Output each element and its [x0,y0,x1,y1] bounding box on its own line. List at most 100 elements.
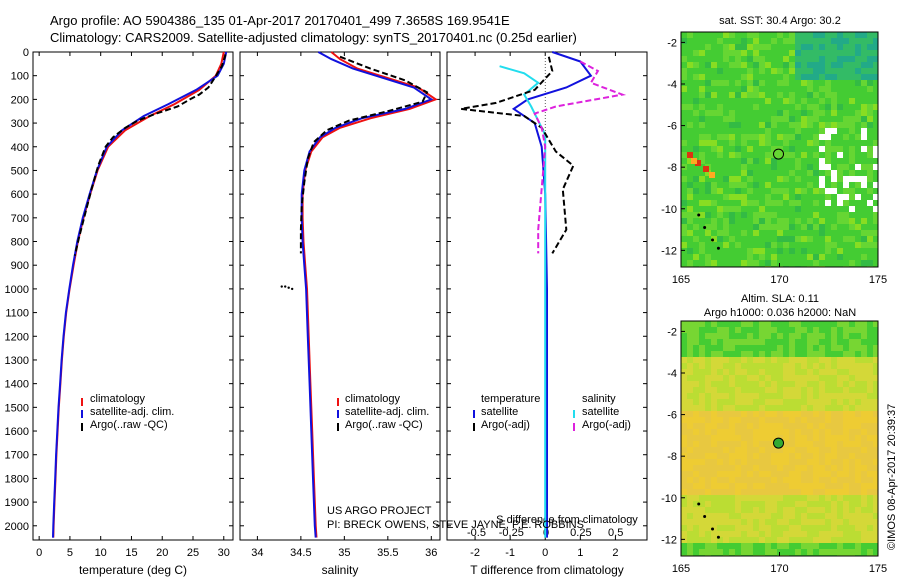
map-cell [687,435,693,441]
map-cell [699,152,705,158]
map-cell [747,495,753,501]
map-cell [789,543,795,549]
map-cell [717,489,723,495]
map-cell [825,381,831,387]
map-cell [843,194,849,200]
map-cell [681,98,687,104]
map-cell [873,32,878,38]
map-cell [813,471,819,477]
map-cell [747,236,753,242]
map-cell [783,549,789,555]
map-cell [789,447,795,453]
map-cell [873,218,878,224]
map-cell [717,50,723,56]
argo-location-marker [773,148,785,160]
map-cell [777,218,783,224]
map-cell [807,339,813,345]
map-cell [813,501,819,507]
sst-map: 165 170 175-2-4-6-8-10-12 [661,31,887,286]
map-cell [789,68,795,74]
island [716,246,720,250]
map-cell [723,158,729,164]
map-cell [771,363,777,369]
map-cell [729,194,735,200]
map-cell [735,495,741,501]
map-cell [861,116,867,122]
map-cell [831,357,837,363]
map-cell [813,477,819,483]
map-cell [825,537,831,543]
map-cell [849,327,855,333]
map-cell [687,98,693,104]
map-cell [819,248,825,254]
map-cell [813,62,819,68]
map-cell [705,56,711,62]
map-cell [681,381,687,387]
map-cell [729,230,735,236]
warm-spot [687,152,693,158]
map-cell [693,381,699,387]
map-cell [747,483,753,489]
map-cell [825,483,831,489]
map-cell [825,441,831,447]
map-cell [723,122,729,128]
map-cell [735,405,741,411]
map-cell [705,501,711,507]
map-cell [735,164,741,170]
map-cell [735,242,741,248]
map-cell [759,363,765,369]
map-cell [693,513,699,519]
map-cell [789,230,795,236]
map-cell [747,68,753,74]
map-cell [777,369,783,375]
map-cell [693,483,699,489]
map-cell [831,146,837,152]
map-cell [699,363,705,369]
map-cell [747,477,753,483]
map-cell [741,140,747,146]
map-cell [759,80,765,86]
map-cell [825,56,831,62]
map-cell [747,218,753,224]
y-tick-label: 300 [11,118,29,130]
map-cell [699,351,705,357]
map-cell [783,206,789,212]
map-cell [777,525,783,531]
map-cell [687,80,693,86]
map-cell [795,164,801,170]
map-cell [849,68,855,74]
map-cell [837,86,843,92]
map-cell [807,399,813,405]
map-cell [843,339,849,345]
map-cell [813,38,819,44]
map-cell [687,363,693,369]
map-cell [735,321,741,327]
map-cell [687,140,693,146]
map-cell [771,525,777,531]
map-cell [861,152,867,158]
map-cell [687,357,693,363]
map-cell [753,327,759,333]
map-cell [837,224,843,230]
map-cell [861,393,867,399]
map-cell [747,345,753,351]
map-cell [837,387,843,393]
map-cell [867,248,873,254]
map-cell [801,459,807,465]
map-cell [717,549,723,555]
map-cell [753,501,759,507]
map-cell [771,513,777,519]
map-cell [795,393,801,399]
map-cell [735,80,741,86]
map-cell [801,164,807,170]
map-cell [753,549,759,555]
map-cell [837,519,843,525]
map-cell [747,327,753,333]
map-cell [801,411,807,417]
map-cell [687,200,693,206]
map-cell [807,327,813,333]
map-cell [825,206,831,212]
map-cell [777,86,783,92]
map-cell [831,110,837,116]
